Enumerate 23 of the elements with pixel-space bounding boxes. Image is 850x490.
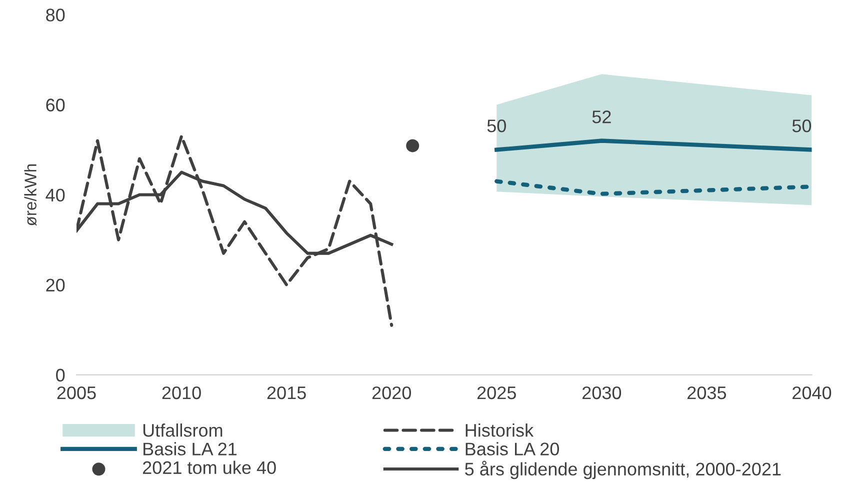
y-tick-label: 60 bbox=[46, 98, 65, 112]
y-tick-label: 20 bbox=[46, 278, 65, 292]
y-axis-title: øre/kWh bbox=[24, 164, 37, 226]
x-tick-label: 2040 bbox=[792, 386, 832, 400]
y-tick-label: 80 bbox=[46, 8, 65, 22]
y-tick-label: 0 bbox=[56, 368, 65, 382]
data-label: 52 bbox=[592, 110, 611, 124]
legend-label: Basis LA 20 bbox=[466, 442, 559, 456]
legend-label: Utfallsrom bbox=[143, 424, 222, 437]
legend-label: Historisk bbox=[466, 424, 534, 437]
y-tick-label: 40 bbox=[46, 188, 65, 202]
legend-label: Basis LA 21 bbox=[144, 442, 237, 456]
data-label: 50 bbox=[792, 120, 812, 132]
x-tick-label: 2010 bbox=[162, 386, 201, 400]
x-tick-label: 2025 bbox=[477, 386, 516, 400]
x-tick-label: 2035 bbox=[688, 386, 726, 400]
legend-label: 5 års glidende gjennomsnitt, 2000-2021 bbox=[465, 460, 781, 480]
x-tick-label: 2005 bbox=[57, 386, 96, 400]
legend-label: 2021 tom uke 40 bbox=[142, 460, 276, 474]
data-label: 50 bbox=[487, 120, 506, 132]
x-tick-label: 2030 bbox=[582, 386, 622, 400]
x-tick-label: 2020 bbox=[372, 386, 411, 400]
x-tick-label: 2015 bbox=[267, 386, 306, 400]
